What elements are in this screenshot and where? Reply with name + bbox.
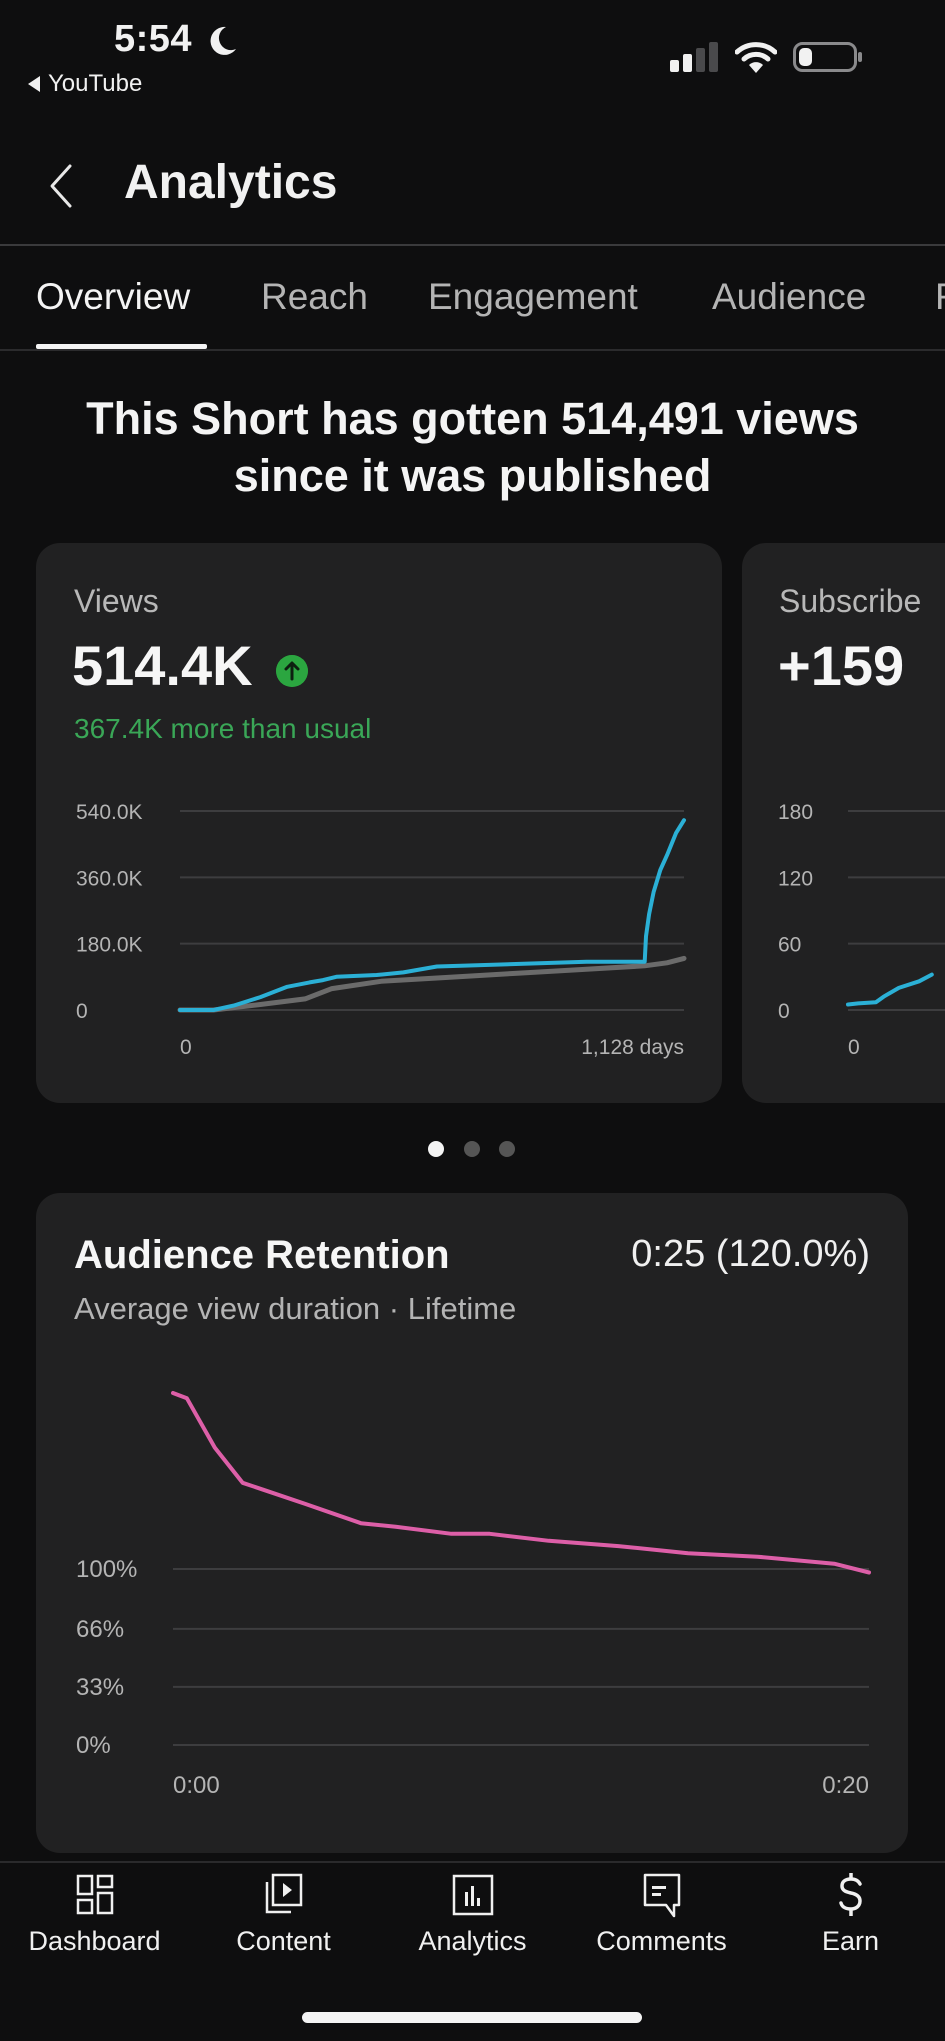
bottom-nav-divider	[0, 1861, 945, 1863]
y-tick-label: 540.0K	[76, 801, 143, 824]
dollar-icon	[838, 1873, 862, 1916]
carousel-dot-2[interactable]	[464, 1141, 480, 1157]
series-line-retention	[171, 1391, 871, 1575]
series-line-this-short	[178, 818, 686, 1012]
nav-analytics-label: Analytics	[418, 1926, 527, 1956]
active-tab-indicator	[36, 344, 207, 349]
subscribers-value: +159	[778, 634, 905, 697]
subscribers-card[interactable]: Subscribe +159 0 60 120 180 0	[742, 543, 945, 1103]
nav-content-label: Content	[236, 1926, 331, 1956]
headline-line-1: This Short has gotten 514,491 views	[86, 393, 859, 444]
y-tick-label: 0	[76, 1000, 88, 1023]
status-time: 5:54	[114, 18, 193, 60]
y-tick-label: 120	[778, 867, 813, 890]
x-tick-label: 0:20	[822, 1772, 869, 1799]
back-app-label: YouTube	[48, 70, 143, 97]
back-chevron-icon[interactable]	[40, 158, 90, 214]
retention-value: 0:25 (120.0%)	[631, 1233, 870, 1275]
y-tick-label: 0%	[76, 1732, 111, 1759]
back-to-app-link[interactable]: YouTube	[28, 70, 142, 98]
carousel-dot-3[interactable]	[499, 1141, 515, 1157]
home-indicator[interactable]	[302, 2012, 642, 2023]
tab-overview[interactable]: Overview	[36, 276, 191, 317]
nav-analytics[interactable]: Analytics	[378, 1872, 567, 1962]
series-line-this-short	[846, 972, 934, 1007]
nav-earn-label: Earn	[821, 1926, 880, 1956]
y-tick-label: 60	[778, 934, 801, 957]
tab-revenue-partial[interactable]: R	[935, 276, 945, 318]
retention-title: Audience Retention	[74, 1233, 450, 1277]
header-divider	[0, 244, 945, 246]
nav-dashboard[interactable]: Dashboard	[0, 1872, 189, 1962]
x-tick-label: 0	[848, 1036, 860, 1059]
views-card[interactable]: Views 514.4K 367.4K more than usual 0 180…	[36, 543, 722, 1103]
tab-audience[interactable]: Audience	[712, 276, 867, 317]
dashboard-icon	[76, 1874, 113, 1915]
back-triangle-icon	[28, 76, 40, 92]
y-tick-label: 180.0K	[76, 934, 143, 957]
moon-icon	[210, 26, 236, 55]
views-label: Views	[74, 583, 159, 619]
y-tick-label: 66%	[76, 1616, 124, 1643]
page-title: Analytics	[124, 156, 338, 209]
y-tick-label: 100%	[76, 1556, 137, 1583]
x-tick-label: 1,128 days	[581, 1036, 684, 1059]
y-tick-label: 33%	[76, 1674, 124, 1701]
views-headline: This Short has gotten 514,491 views sinc…	[0, 390, 945, 504]
analytics-icon	[452, 1874, 493, 1916]
nav-comments[interactable]: Comments	[567, 1872, 756, 1962]
y-tick-label: 180	[778, 801, 813, 824]
tab-reach[interactable]: Reach	[261, 276, 368, 317]
wifi-icon	[735, 42, 777, 73]
headline-line-2: since it was published	[233, 450, 712, 501]
tab-engagement[interactable]: Engagement	[428, 276, 638, 317]
views-comparison: 367.4K more than usual	[74, 713, 372, 744]
retention-chart: 0% 33% 66% 100% 0:00 0:20	[76, 1391, 871, 1799]
tab-bar: Overview Reach Engagement Audience R	[0, 270, 945, 350]
carousel-dot-1[interactable]	[428, 1141, 444, 1157]
audience-retention-card[interactable]: Audience Retention 0:25 (120.0%) Average…	[36, 1193, 908, 1853]
subscribers-chart: 0 60 120 180 0	[778, 801, 945, 1059]
y-tick-label: 360.0K	[76, 867, 143, 890]
battery-icon	[793, 42, 862, 72]
signal-icon	[670, 42, 718, 72]
x-tick-label: 0	[180, 1036, 192, 1059]
nav-comments-label: Comments	[596, 1926, 727, 1956]
subscribers-label: Subscribe	[779, 583, 922, 619]
nav-content[interactable]: Content	[189, 1872, 378, 1962]
tabs-divider	[0, 349, 945, 351]
comments-icon	[643, 1873, 680, 1918]
x-tick-label: 0:00	[173, 1772, 220, 1799]
nav-earn[interactable]: Earn	[756, 1872, 945, 1962]
nav-dashboard-label: Dashboard	[28, 1926, 161, 1956]
retention-subtitle: Average view duration · Lifetime	[74, 1291, 517, 1326]
y-tick-label: 0	[778, 1000, 790, 1023]
series-line-typical	[177, 955, 687, 1013]
views-chart: 0 180.0K 360.0K 540.0K 0 1,128 days	[76, 801, 687, 1059]
arrow-up-circle-icon	[276, 655, 308, 687]
views-value: 514.4K	[72, 634, 253, 697]
content-icon	[265, 1873, 302, 1914]
